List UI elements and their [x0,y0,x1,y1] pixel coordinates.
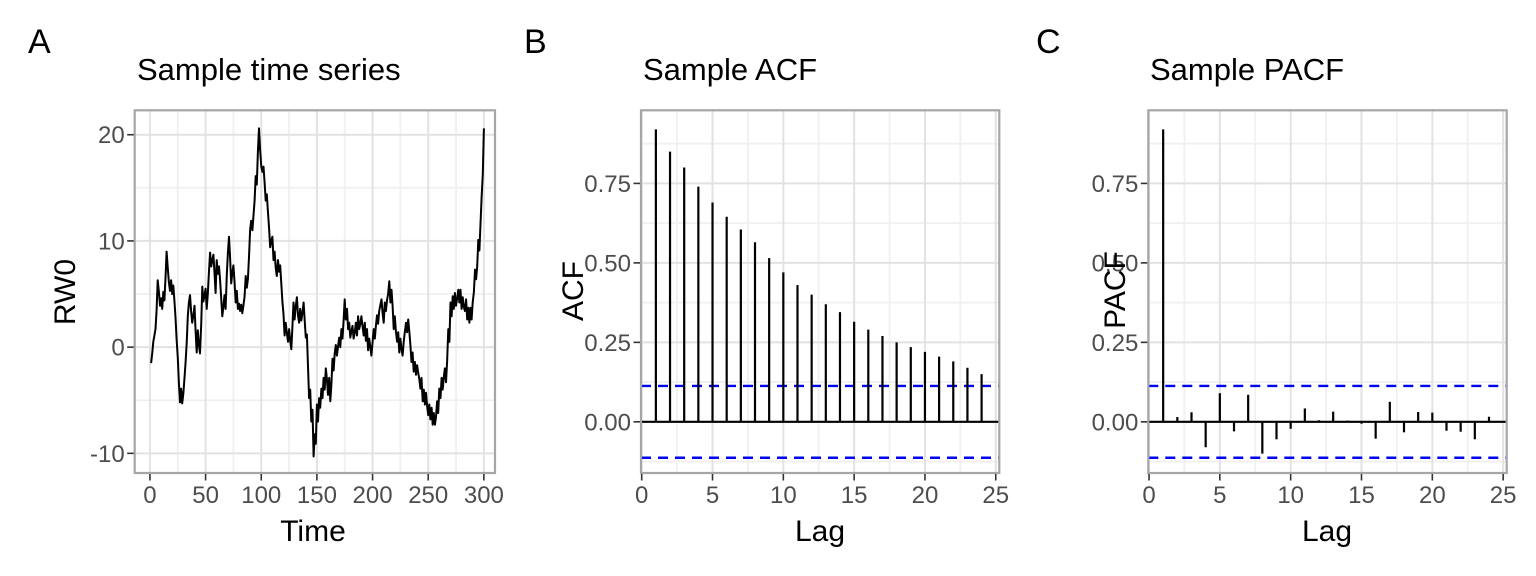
panel-b-plot: 0 5 10 15 20 25 0.75 0.50 0.25 0.00 [584,109,1009,509]
panel-c-title: Sample PACF [1150,52,1345,87]
y-tick-label: 0.25 [584,330,631,357]
x-tick-label: 200 [353,482,393,509]
y-tick-label: 0.50 [584,250,631,277]
panel-border [1147,109,1508,475]
y-tick-label: 0.75 [1092,171,1139,198]
y-tick-label: 0.00 [584,409,631,436]
panel-a-title: Sample time series [137,52,401,87]
panel-label-c: C [1036,23,1061,61]
x-tick-label: 20 [912,482,939,509]
panel-c-y-axis-title: PACF [1099,251,1132,329]
panel-b-y-axis-title: ACF [557,261,590,321]
timeseries-line [150,127,485,458]
panel-border [133,109,497,475]
x-tick-label: 250 [408,482,448,509]
panel-label-b: B [524,23,547,61]
x-tick-label: 25 [982,482,1009,509]
x-tick-label: 0 [635,482,648,509]
y-tick-label: 0 [111,335,124,362]
panel-a-y-axis-title: RW0 [49,258,82,326]
x-tick-label: 15 [841,482,868,509]
y-tick-label: 10 [98,228,125,255]
x-tick-label: 0 [1142,482,1155,509]
x-tick-label: 100 [241,482,281,509]
y-tick-label: 0.75 [584,171,631,198]
x-tick-label: 5 [1213,482,1226,509]
panel-b-x-axis-title: Lag [794,515,846,548]
x-tick-label: 10 [770,482,797,509]
x-tick-label: 15 [1348,482,1375,509]
panel-c-x-axis-title: Lag [1301,515,1353,548]
y-tick-label: -10 [90,441,125,468]
y-tick-label: 0.50 [1092,250,1139,277]
panel-border [639,109,1001,475]
panel-a-x-axis-title: Time [280,515,346,548]
x-tick-label: 0 [143,482,156,509]
y-tick-label: 0.00 [1092,409,1139,436]
panel-c-plot: 0 5 10 15 20 25 0.75 0.50 0.25 0.00 [1092,109,1517,509]
panel-b-title: Sample ACF [643,52,818,87]
x-tick-label: 50 [192,482,219,509]
y-tick-label: 20 [98,122,125,149]
x-tick-label: 25 [1490,482,1517,509]
x-tick-label: 150 [297,482,337,509]
x-tick-label: 20 [1419,482,1446,509]
panel-label-a: A [28,23,51,61]
x-tick-label: 5 [706,482,719,509]
x-tick-label: 10 [1277,482,1304,509]
x-tick-label: 300 [464,482,504,509]
y-tick-label: 0.25 [1092,330,1139,357]
